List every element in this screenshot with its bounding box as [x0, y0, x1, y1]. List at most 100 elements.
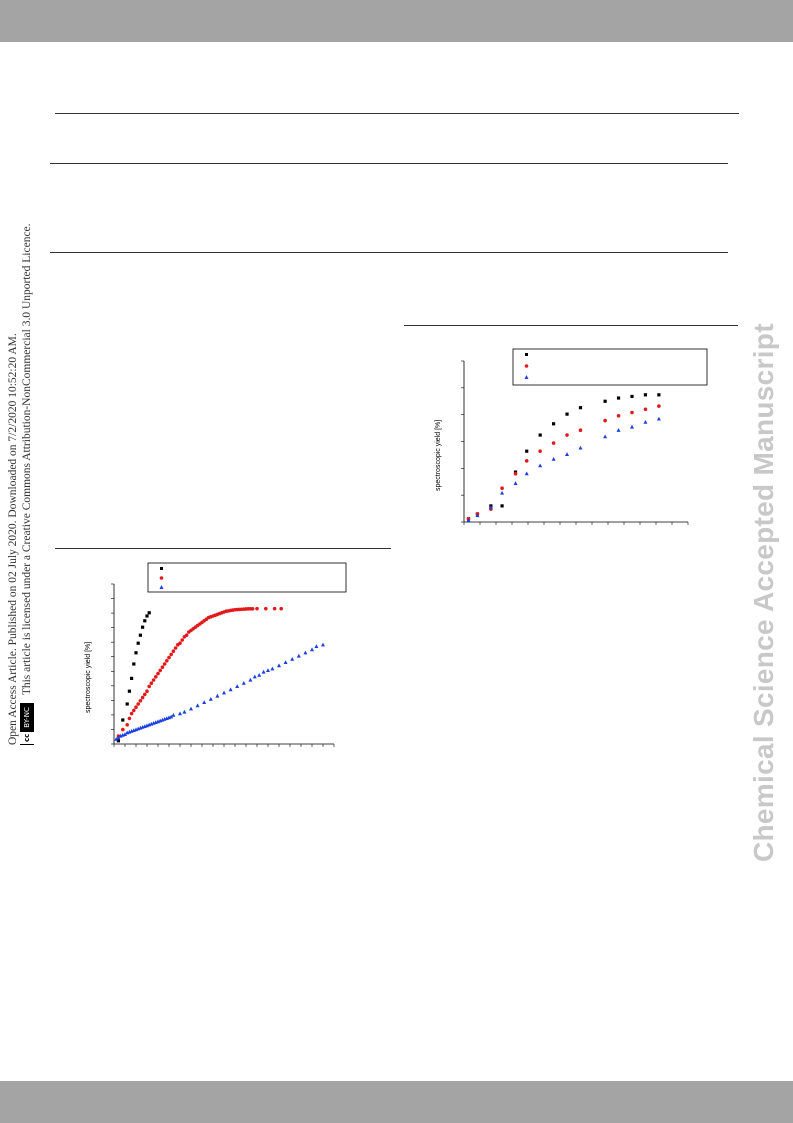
data-marks [114, 606, 325, 743]
axes [111, 583, 335, 747]
square-point [616, 396, 621, 400]
triangle-point [228, 687, 233, 692]
triangle-point [565, 452, 570, 456]
circle-point [551, 441, 556, 445]
footer-bar [0, 1081, 793, 1123]
triangle-point [283, 660, 288, 664]
y-axis-label: spectroscopic yield [%] [435, 420, 442, 491]
circle-point [173, 646, 178, 650]
legend-marker-triangle [524, 375, 529, 379]
right-figure-rule [404, 325, 738, 326]
circle-point [165, 659, 169, 663]
y-axis-label: spectroscopic yield [%] [85, 642, 92, 713]
square-point [525, 449, 529, 453]
legend-marker-circle [159, 576, 164, 580]
circle-point [538, 449, 542, 453]
circle-point [158, 668, 162, 673]
triangle-point [290, 657, 295, 661]
circle-point [250, 607, 255, 611]
triangle-point [488, 505, 493, 510]
triangle-point [248, 677, 253, 682]
header-bar [0, 0, 793, 42]
triangle-point [171, 713, 176, 717]
circle-point [500, 486, 504, 490]
chart-left: spectroscopic yield [%] [85, 562, 347, 747]
circle-point [264, 606, 268, 611]
legend-marker-square [160, 567, 163, 570]
triangle-point [116, 735, 121, 740]
section-rule-2 [50, 252, 728, 253]
triangle-point [310, 647, 314, 652]
circle-point [138, 699, 143, 703]
triangle-point [538, 463, 543, 468]
triangle-point [182, 709, 187, 714]
circle-point [127, 716, 132, 721]
circle-point [657, 404, 661, 408]
triangle-point [513, 481, 518, 485]
square-point [630, 394, 634, 399]
licence-note-line2-row: cc BY-NC This article is licensed under … [20, 200, 34, 745]
triangle-point [195, 703, 200, 708]
square-point [500, 504, 504, 508]
circle-point [578, 428, 583, 433]
circle-point [132, 708, 136, 713]
circle-point [630, 410, 634, 415]
triangle-point [261, 669, 266, 674]
cc-badge-tag: BY-NC [20, 704, 34, 731]
triangle-point [123, 732, 127, 736]
circle-point [129, 711, 134, 716]
square-point [134, 651, 138, 655]
triangle-point [321, 642, 325, 647]
triangle-point [551, 457, 556, 461]
square-point [657, 393, 661, 397]
square-point [141, 625, 145, 629]
triangle-point [178, 711, 182, 716]
triangle-point [616, 428, 621, 432]
circle-point [524, 459, 529, 463]
circle-point [162, 662, 167, 666]
square-point [130, 676, 134, 680]
circle-point [140, 695, 145, 700]
square-point [125, 702, 129, 706]
circle-point [125, 723, 129, 727]
triangle-point [314, 644, 319, 648]
triangle-point [630, 424, 634, 429]
square-point [578, 406, 583, 410]
triangle-point [252, 674, 257, 679]
triangle-point [241, 681, 246, 685]
square-point [643, 393, 648, 397]
circle-point [279, 606, 283, 611]
cc-badge-cc: cc [20, 730, 34, 744]
triangle-point [235, 684, 240, 688]
circle-point [121, 727, 125, 732]
circle-point [154, 675, 158, 679]
licence-note-line2[interactable]: This article is licensed under a Creativ… [21, 223, 33, 696]
triangle-point [208, 697, 213, 701]
square-point [552, 422, 556, 426]
circle-point [513, 471, 518, 476]
square-point [143, 619, 147, 623]
circle-point [151, 678, 156, 682]
triangle-point [266, 668, 270, 672]
circle-point [184, 633, 189, 637]
triangle-point [524, 471, 529, 476]
legend-box [147, 562, 347, 593]
triangle-point [222, 690, 226, 695]
triangle-point [169, 714, 174, 719]
triangle-point [257, 673, 262, 677]
square-point [136, 641, 140, 645]
cc-licence-icon[interactable]: cc BY-NC [20, 703, 34, 745]
circle-point [143, 692, 147, 697]
circle-point [616, 413, 621, 418]
square-point [145, 614, 149, 618]
triangle-point [296, 653, 301, 658]
square-point [138, 633, 142, 637]
square-point [116, 739, 120, 743]
triangle-point [475, 513, 480, 518]
circle-point [134, 705, 138, 709]
square-point [121, 718, 125, 722]
triangle-point [578, 445, 583, 450]
circle-point [136, 702, 140, 706]
circle-point [160, 665, 165, 669]
axes [461, 360, 689, 525]
